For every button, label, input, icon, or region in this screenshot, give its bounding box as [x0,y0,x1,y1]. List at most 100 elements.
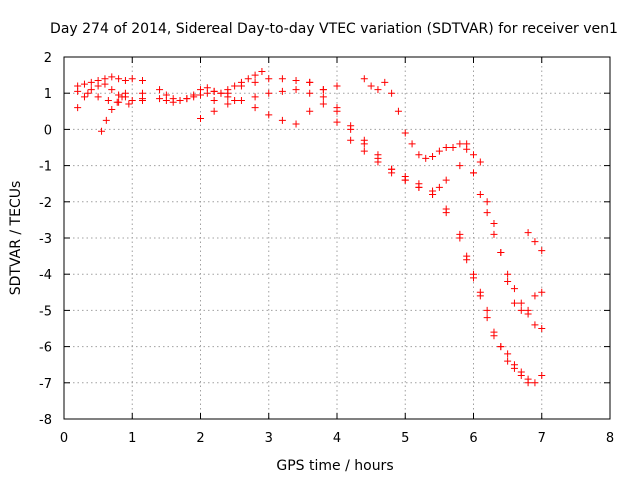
data-point [531,238,539,246]
data-point [74,87,82,95]
data-point [456,230,464,238]
data-point [176,96,184,104]
data-point [463,140,471,148]
data-point [102,116,110,124]
data-point [360,75,368,83]
data-point [251,78,259,86]
data-point [231,96,239,104]
data-point [476,191,484,199]
data-point [524,310,532,318]
data-point [278,75,286,83]
data-point [524,379,532,387]
data-point [87,86,95,94]
data-point [251,93,259,101]
x-tick-label: 0 [60,431,68,446]
data-point [429,153,437,161]
series-13 [524,229,546,255]
data-point [422,154,430,162]
data-point [98,127,106,135]
data-point [531,292,539,300]
data-point [115,75,123,83]
series-9 [251,82,341,128]
data-point [108,73,116,81]
data-point [118,93,126,101]
data-point [360,136,368,144]
data-point [190,93,198,101]
data-points [74,67,546,387]
series-6 [156,86,239,104]
chart-title: Day 274 of 2014, Sidereal Day-to-day VTE… [50,21,618,37]
data-point [401,129,409,137]
x-tick-label: 1 [128,431,136,446]
data-point [394,107,402,115]
data-point [483,306,491,314]
x-tick-labels: 0 1 2 3 4 5 6 7 8 [60,431,614,446]
data-point [470,274,477,282]
y-tick-label: -7 [39,377,52,392]
data-point [115,91,123,99]
data-point [210,107,218,115]
data-point [497,248,505,256]
data-point [510,299,518,307]
data-point [429,191,437,199]
data-point [510,285,518,293]
data-point [504,277,512,285]
data-point [538,372,546,380]
data-point [463,252,471,260]
x-tick-label: 3 [265,431,273,446]
x-axis-label: GPS time / hours [276,458,393,474]
data-point [497,343,505,351]
data-point [449,144,457,151]
data-point [80,80,88,88]
data-point [237,96,245,104]
data-point [251,71,259,79]
data-point [524,229,532,237]
data-point [374,86,382,94]
y-tick-labels: 2 1 0 -1 -2 -3 -4 -5 -6 -7 -8 [39,51,52,428]
y-tick-label: 0 [44,123,52,138]
data-point [258,67,266,75]
series-8 [210,75,546,387]
data-point [333,104,341,112]
data-point [292,120,300,128]
data-point [401,176,409,184]
data-point [169,95,177,103]
data-point [128,96,136,104]
y-axis-label: SDTVAR / TECUs [8,181,24,296]
data-point [156,86,164,94]
data-point [80,93,88,101]
data-point [470,151,477,159]
data-point [306,89,314,97]
data-point [381,78,389,86]
grid [64,57,610,419]
data-point [538,247,546,255]
data-point [510,364,518,372]
x-tick-label: 2 [196,431,204,446]
data-point [121,77,129,85]
data-point [278,87,286,95]
data-point [490,220,498,228]
data-point [490,328,498,336]
data-point [265,111,273,119]
data-point [367,82,375,90]
data-point [94,82,102,90]
data-point [435,183,443,191]
data-point [197,91,204,99]
data-point [388,165,396,173]
data-point [442,176,450,184]
data-point [470,169,477,177]
data-point [244,75,252,83]
series-4 [138,77,146,104]
data-point [224,89,232,97]
data-point [517,306,525,314]
data-point [156,95,164,103]
data-point [210,96,218,104]
data-point [490,230,498,238]
data-point [504,270,512,278]
series-3 [74,87,133,108]
data-point [483,198,491,206]
data-point [292,77,300,85]
data-point [517,372,525,380]
data-point [108,86,116,94]
